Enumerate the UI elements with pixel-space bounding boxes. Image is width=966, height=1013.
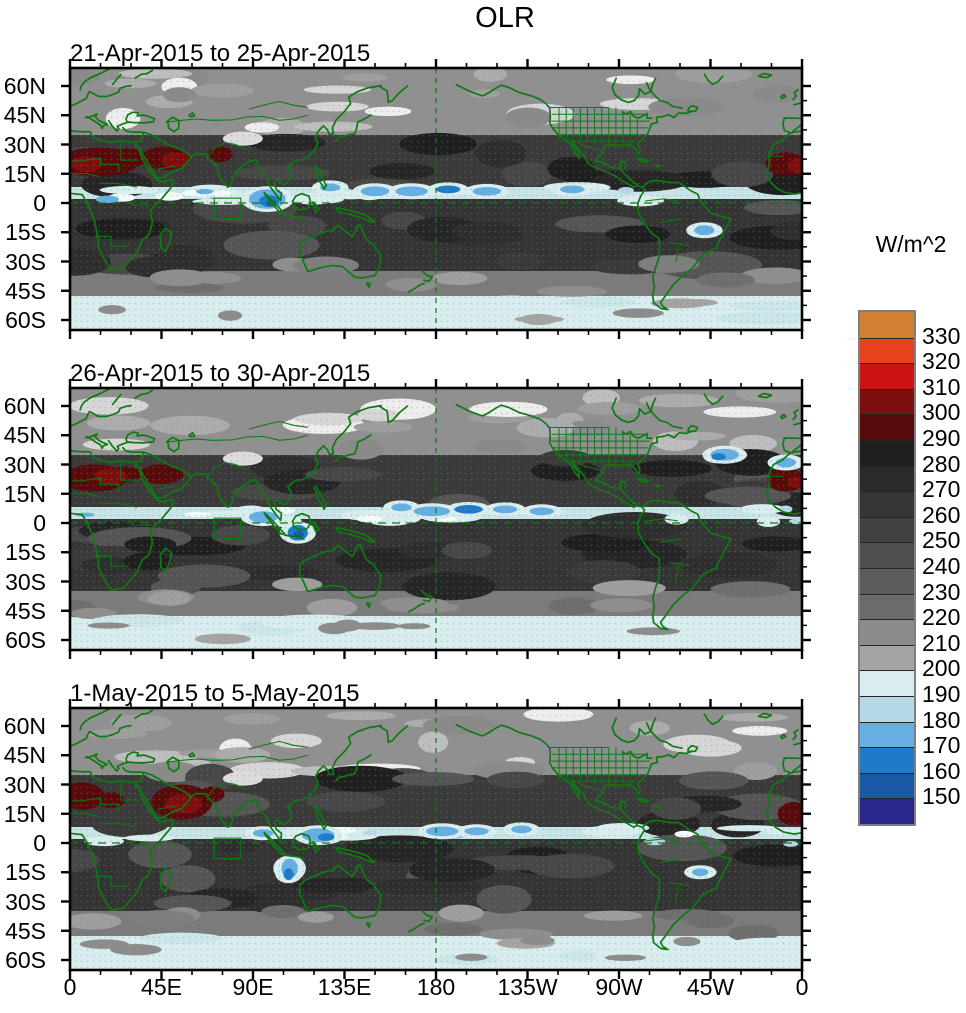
colorbar-tick-label: 240 — [922, 553, 961, 579]
colorbar-tick-label: 320 — [922, 348, 961, 375]
colorbar-color-step — [860, 593, 914, 620]
colorbar-color-step — [860, 644, 914, 671]
lat-tick-label: 30S — [5, 568, 46, 595]
lat-tick-label: 0 — [33, 830, 46, 856]
colorbar-color-step — [860, 695, 914, 722]
panel-2-title: 26-Apr-2015 to 30-Apr-2015 — [70, 360, 371, 387]
colorbar-tick-label: 190 — [922, 681, 961, 707]
lat-tick-label: 60N — [3, 73, 46, 99]
map-plot-panel-3 — [61, 699, 811, 979]
colorbar-tick-label: 330 — [922, 322, 961, 349]
colorbar-tick-label: 280 — [922, 450, 961, 477]
colorbar-color-step — [860, 414, 914, 440]
colorbar-color-step — [860, 363, 914, 389]
lat-tick-label: 60N — [3, 393, 46, 419]
figure-title: OLR — [475, 2, 535, 34]
colorbar-tick-label: 210 — [922, 629, 961, 656]
colorbar-units-label: W/m^2 — [875, 231, 947, 257]
lat-tick-label: 30N — [3, 451, 46, 478]
colorbar-tick-label: 310 — [922, 373, 961, 400]
colorbar-color-step — [860, 491, 914, 517]
lat-tick-label: 45N — [3, 422, 46, 449]
lat-tick-label: 15S — [5, 539, 46, 566]
colorbar-color-step — [860, 337, 914, 364]
colorbar-color-step — [860, 388, 914, 415]
lat-tick-label: 45S — [5, 277, 46, 304]
lat-tick-label: 15N — [3, 800, 46, 827]
colorbar-color-step — [860, 619, 914, 645]
colorbar-color-step — [860, 516, 914, 543]
colorbar-color-step — [860, 567, 914, 594]
colorbar-tick-label: 200 — [922, 655, 961, 682]
lat-tick-label: 60S — [5, 947, 46, 973]
lat-tick-label: 45S — [5, 917, 46, 944]
lat-tick-label: 30S — [5, 888, 46, 915]
map-plot-panel-2 — [61, 379, 811, 659]
lat-tick-label: 45S — [5, 597, 46, 624]
colorbar-tick-label: 230 — [922, 578, 961, 605]
colorbar-color-step — [860, 670, 914, 696]
lat-tick-label: 60S — [5, 627, 46, 653]
colorbar-tick-label: 220 — [922, 604, 961, 631]
colorbar — [858, 310, 916, 826]
colorbar-tick-label: 300 — [922, 399, 961, 426]
colorbar-color-step — [860, 312, 914, 338]
lat-tick-label: 15N — [3, 480, 46, 507]
colorbar-tick-label: 260 — [922, 501, 961, 528]
panel-3-title: 1-May-2015 to 5-May-2015 — [70, 680, 360, 707]
colorbar-tick-label: 170 — [922, 732, 961, 759]
colorbar-tick-label: 270 — [922, 476, 961, 503]
colorbar-tick-label: 250 — [922, 527, 961, 554]
lat-tick-label: 15N — [3, 160, 46, 187]
lat-tick-label: 30N — [3, 771, 46, 798]
lat-tick-label: 15S — [5, 859, 46, 886]
colorbar-tick-label: 160 — [922, 757, 961, 784]
colorbar-tick-label: 180 — [922, 706, 961, 733]
lat-tick-label: 45N — [3, 742, 46, 769]
colorbar-color-step — [860, 721, 914, 748]
colorbar-color-step — [860, 439, 914, 466]
colorbar-tick-label: 290 — [922, 425, 961, 451]
colorbar-tick-label: 150 — [922, 783, 961, 810]
colorbar-color-step — [860, 798, 914, 824]
colorbar-color-step — [860, 747, 914, 773]
lat-tick-label: 45N — [3, 102, 46, 129]
lat-tick-label: 15S — [5, 219, 46, 246]
map-plot-panel-1 — [61, 59, 811, 339]
lon-tick-label: 0 — [795, 974, 809, 1000]
colorbar-color-step — [860, 542, 914, 568]
lat-tick-label: 0 — [33, 510, 46, 536]
colorbar-color-step — [860, 772, 914, 799]
lon-tick-label: 0 — [63, 974, 77, 1000]
colorbar-color-step — [860, 465, 914, 492]
lat-tick-label: 60N — [3, 713, 46, 739]
panel-1-title: 21-Apr-2015 to 25-Apr-2015 — [70, 40, 371, 67]
lat-tick-label: 30S — [5, 248, 46, 275]
lat-tick-label: 0 — [33, 190, 46, 216]
lat-tick-label: 60S — [5, 307, 46, 333]
lat-tick-label: 30N — [3, 131, 46, 158]
